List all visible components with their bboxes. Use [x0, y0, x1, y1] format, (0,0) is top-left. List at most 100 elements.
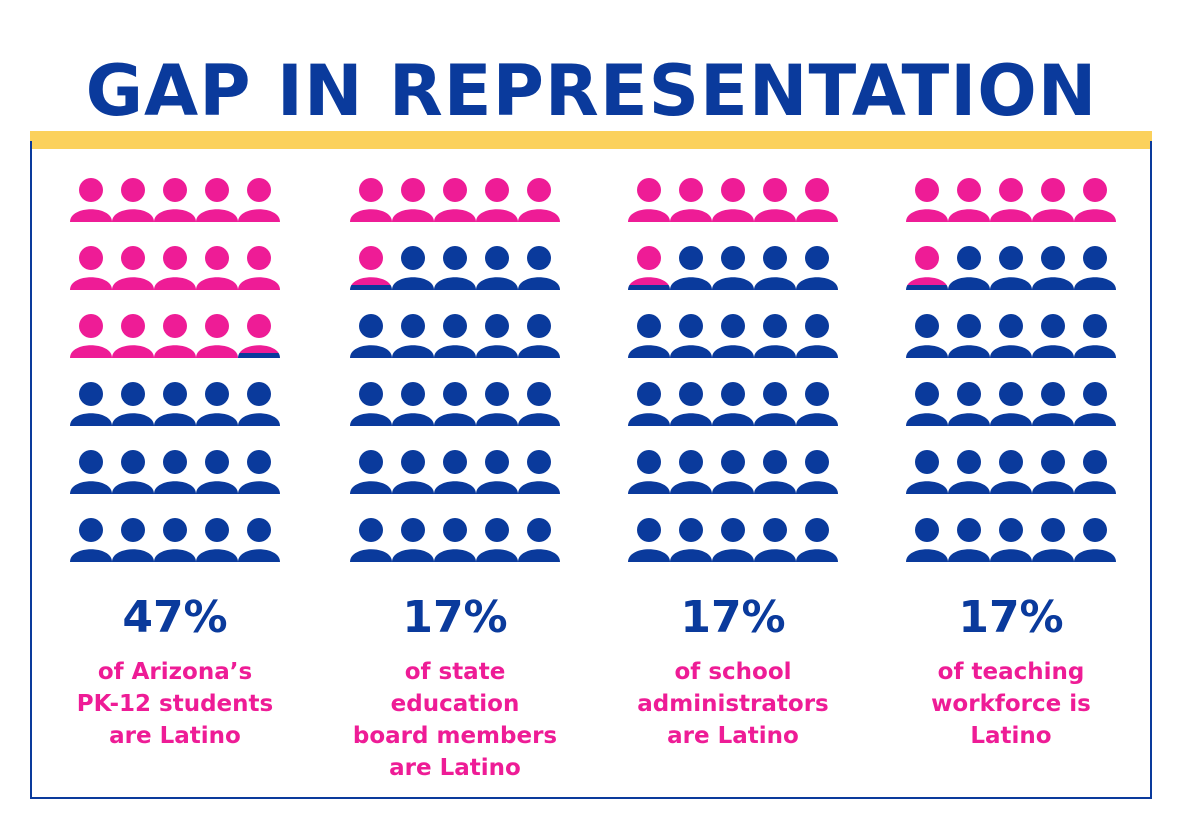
person-icon [1074, 382, 1116, 426]
person-body [712, 481, 754, 494]
person-body [112, 277, 154, 290]
person-body [670, 345, 712, 358]
person-head [805, 518, 829, 542]
person-body [196, 549, 238, 562]
person-head [999, 246, 1023, 270]
person-head [359, 450, 383, 474]
person-head [163, 518, 187, 542]
person-body [70, 277, 112, 290]
person-icon [238, 450, 280, 494]
person-icon [196, 382, 238, 426]
person-body [990, 413, 1032, 426]
person-body [518, 345, 560, 358]
person-icon [628, 314, 670, 358]
person-body [754, 481, 796, 494]
person-head [957, 382, 981, 406]
person-body [196, 413, 238, 426]
person-icon [796, 518, 838, 562]
person-icon [476, 246, 518, 290]
person-head [79, 518, 103, 542]
person-head [443, 450, 467, 474]
person-body [1032, 481, 1074, 494]
person-icon [906, 382, 948, 426]
person-body [238, 209, 280, 222]
person-body [196, 277, 238, 290]
pictogram-grid-students [70, 178, 280, 562]
person-body [434, 277, 476, 290]
person-body [350, 345, 392, 358]
person-body [670, 209, 712, 222]
person-icon [948, 518, 990, 562]
person-head [485, 246, 509, 270]
description-board-members: of state education board members are Lat… [340, 656, 570, 784]
person-body [476, 549, 518, 562]
person-icon [670, 246, 712, 290]
person-icon [434, 382, 476, 426]
description-line: of state [404, 659, 506, 685]
person-body [906, 209, 948, 222]
person-icon [350, 382, 392, 426]
person-body [196, 209, 238, 222]
person-head [1041, 450, 1065, 474]
person-head [957, 246, 981, 270]
person-body [392, 413, 434, 426]
person-icon [518, 178, 560, 222]
person-body [906, 549, 948, 562]
person-head [999, 382, 1023, 406]
person-body [154, 413, 196, 426]
person-icon [238, 518, 280, 562]
person-icon [196, 178, 238, 222]
person-icon [1074, 450, 1116, 494]
person-head [443, 382, 467, 406]
person-body [906, 413, 948, 426]
person-head [637, 178, 661, 202]
person-head [79, 246, 103, 270]
person-head [163, 246, 187, 270]
description-administrators: of school administrators are Latino [618, 656, 848, 752]
person-head [247, 518, 271, 542]
person-body [434, 413, 476, 426]
person-icon [238, 178, 280, 222]
person-icon [906, 450, 948, 494]
person-icon [1032, 178, 1074, 222]
person-icon [754, 314, 796, 358]
person-body [238, 413, 280, 426]
person-head [359, 314, 383, 338]
person-head [247, 246, 271, 270]
person-head [1041, 382, 1065, 406]
person-head [121, 314, 145, 338]
person-body [1074, 209, 1116, 222]
person-body [392, 209, 434, 222]
person-body [112, 413, 154, 426]
person-head [1041, 518, 1065, 542]
description-line: are Latino [109, 723, 241, 749]
person-head [763, 246, 787, 270]
person-head [121, 246, 145, 270]
pictogram-grid-teachers [906, 178, 1116, 562]
person-body [754, 277, 796, 290]
person-head [79, 382, 103, 406]
person-head [121, 382, 145, 406]
person-body [796, 413, 838, 426]
person-icon [712, 518, 754, 562]
person-body [70, 209, 112, 222]
person-head [1083, 246, 1107, 270]
person-body [990, 481, 1032, 494]
person-head [443, 178, 467, 202]
person-icon [238, 314, 280, 358]
person-icon [754, 178, 796, 222]
person-head [957, 178, 981, 202]
person-body [628, 549, 670, 562]
person-icon [1074, 518, 1116, 562]
percent-label-students: 47% [122, 592, 228, 643]
person-body [796, 209, 838, 222]
person-icon [948, 246, 990, 290]
person-head [401, 314, 425, 338]
person-head [915, 314, 939, 338]
person-body [754, 345, 796, 358]
person-head [805, 246, 829, 270]
person-body [70, 345, 112, 358]
person-head [915, 450, 939, 474]
person-body [754, 413, 796, 426]
person-icon [350, 518, 392, 562]
